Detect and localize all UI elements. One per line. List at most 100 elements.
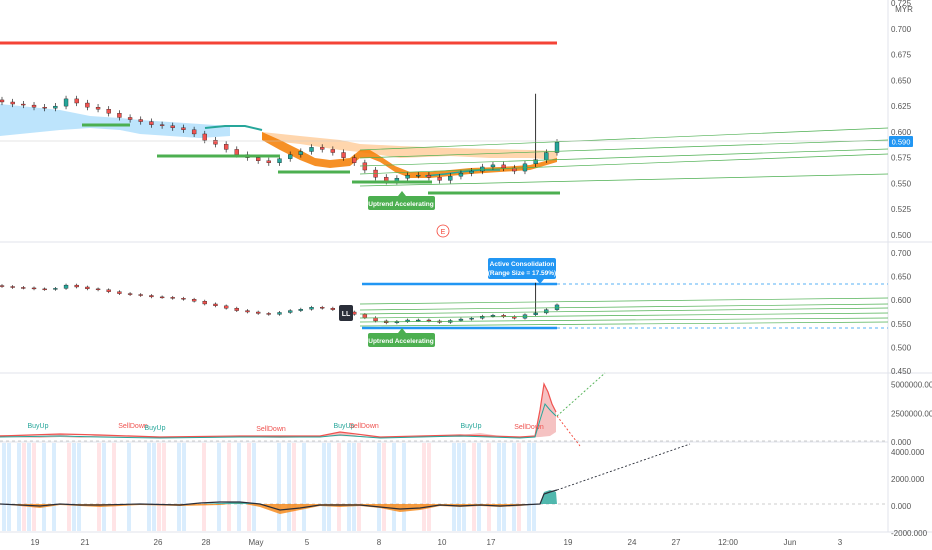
oscillator-stripe xyxy=(252,443,256,531)
oscillator-stripe xyxy=(452,443,456,531)
price-panel-secondary xyxy=(0,282,889,330)
oscillator-stripe xyxy=(2,443,6,531)
oscillator-stripe xyxy=(357,443,361,531)
oscillator-stripe xyxy=(72,443,76,531)
price-panel-main xyxy=(0,41,889,195)
candle-body xyxy=(191,299,197,302)
price-axis-tick: 0.700 xyxy=(891,25,912,34)
candle-body xyxy=(288,154,293,159)
time-axis-label: May xyxy=(248,538,263,547)
consolidation-callout[interactable]: Active Consolidation (Range Size = 17.59… xyxy=(488,258,556,284)
candle-body xyxy=(298,151,303,155)
candle-body xyxy=(362,162,368,171)
oscillator-stripe xyxy=(487,443,491,531)
oscillator-stripe xyxy=(127,443,131,531)
oscillator-stripe xyxy=(382,443,386,531)
candle-body xyxy=(362,314,368,318)
projection-up xyxy=(556,372,606,417)
candle-body xyxy=(234,308,239,311)
oscillator-stripe xyxy=(217,443,221,531)
oscillator-area-negative xyxy=(0,503,540,514)
uptrend-label-text-secondary: Uptrend Accelerating xyxy=(368,338,434,345)
oscillator-stripe xyxy=(177,443,181,531)
price-axis-tick: 0.725 xyxy=(891,0,912,8)
oscillator-stripe xyxy=(77,443,81,531)
svg-text:E: E xyxy=(441,229,446,236)
time-axis: 19 21 26 28 May 5 8 10 17 19 24 27 12:00 Jun 3 xyxy=(31,538,843,547)
candle-body xyxy=(469,170,474,174)
oscillator-axis-tick: 4000.000 xyxy=(891,448,925,457)
candle-body xyxy=(106,109,111,114)
candle-body xyxy=(405,175,410,179)
candle-body xyxy=(320,307,325,309)
oscillator-stripe xyxy=(392,443,396,531)
selldown-signal: SellDown xyxy=(118,423,148,430)
candle-body xyxy=(106,289,111,292)
candle-body xyxy=(341,152,346,158)
consolidation-callout-line1: Active Consolidation xyxy=(490,261,555,268)
oscillator-stripe xyxy=(227,443,231,531)
candle-body xyxy=(31,104,37,108)
oscillator-stripe xyxy=(502,443,506,531)
oscillator-line xyxy=(0,489,558,511)
oscillator-stripe xyxy=(352,443,356,531)
candle-body xyxy=(31,287,37,290)
candle-body xyxy=(138,119,143,122)
candle-body xyxy=(458,172,464,177)
candle-body xyxy=(469,317,474,320)
oscillator-axis-tick: 2000.000 xyxy=(891,475,925,484)
selldown-signal: SellDown xyxy=(514,424,544,431)
oscillator-stripe xyxy=(52,443,56,531)
candle-body xyxy=(213,303,218,307)
panel-separators xyxy=(0,0,932,533)
oscillator-stripe xyxy=(237,443,241,531)
candle-body xyxy=(437,177,442,181)
uptrend-label-secondary[interactable]: Uptrend Accelerating xyxy=(368,328,435,347)
oscillator-stripe xyxy=(427,443,431,531)
time-axis-label: 5 xyxy=(305,538,310,547)
candle-body xyxy=(330,149,336,153)
candle-body xyxy=(234,149,239,155)
candle-body xyxy=(42,288,47,291)
candle-body xyxy=(223,305,229,309)
oscillator-stripe xyxy=(7,443,11,531)
time-axis-label: 28 xyxy=(202,538,211,547)
oscillator-stripe xyxy=(202,443,206,531)
oscillator-stripe xyxy=(517,443,521,531)
uptrend-label-main[interactable]: Uptrend Accelerating xyxy=(368,191,435,210)
candle-body xyxy=(448,176,453,181)
candle-body xyxy=(309,307,314,310)
candle-body xyxy=(63,284,69,289)
time-axis-label: 19 xyxy=(31,538,40,547)
candle-body xyxy=(266,160,271,163)
candle-body xyxy=(53,105,58,109)
oscillator-stripe xyxy=(472,443,476,531)
selldown-signal: SellDown xyxy=(256,426,286,433)
candle-body xyxy=(245,310,250,313)
candle-body xyxy=(63,98,69,107)
price-axis-tick: 0.600 xyxy=(891,128,912,137)
oscillator-stripe xyxy=(287,443,291,531)
oscillator-stripe xyxy=(27,443,31,531)
buyup-signal: BuyUp xyxy=(460,423,481,430)
candle-body xyxy=(213,139,218,145)
selldown-signal: SellDown xyxy=(349,423,379,430)
candle-body xyxy=(202,300,207,305)
candle-body xyxy=(309,147,314,152)
ll-marker[interactable]: LL xyxy=(339,305,353,321)
oscillator-axis-tick: -2000.000 xyxy=(891,529,928,538)
price-axis-tick: 0.650 xyxy=(891,76,912,85)
oscillator-axis-tick: 0.000 xyxy=(891,502,912,511)
time-axis-label: Jun xyxy=(784,538,797,547)
oscillator-stripe xyxy=(462,443,466,531)
consolidation-callout-line2: (Range Size = 17.59%) xyxy=(488,270,556,277)
time-axis-label: 17 xyxy=(487,538,496,547)
candle-body xyxy=(117,291,122,294)
earnings-marker[interactable]: E xyxy=(436,224,450,238)
candle-body xyxy=(512,316,517,319)
candle-body xyxy=(288,310,293,313)
secondary-axis-tick: 0.450 xyxy=(891,367,912,376)
candle-body xyxy=(0,99,5,103)
